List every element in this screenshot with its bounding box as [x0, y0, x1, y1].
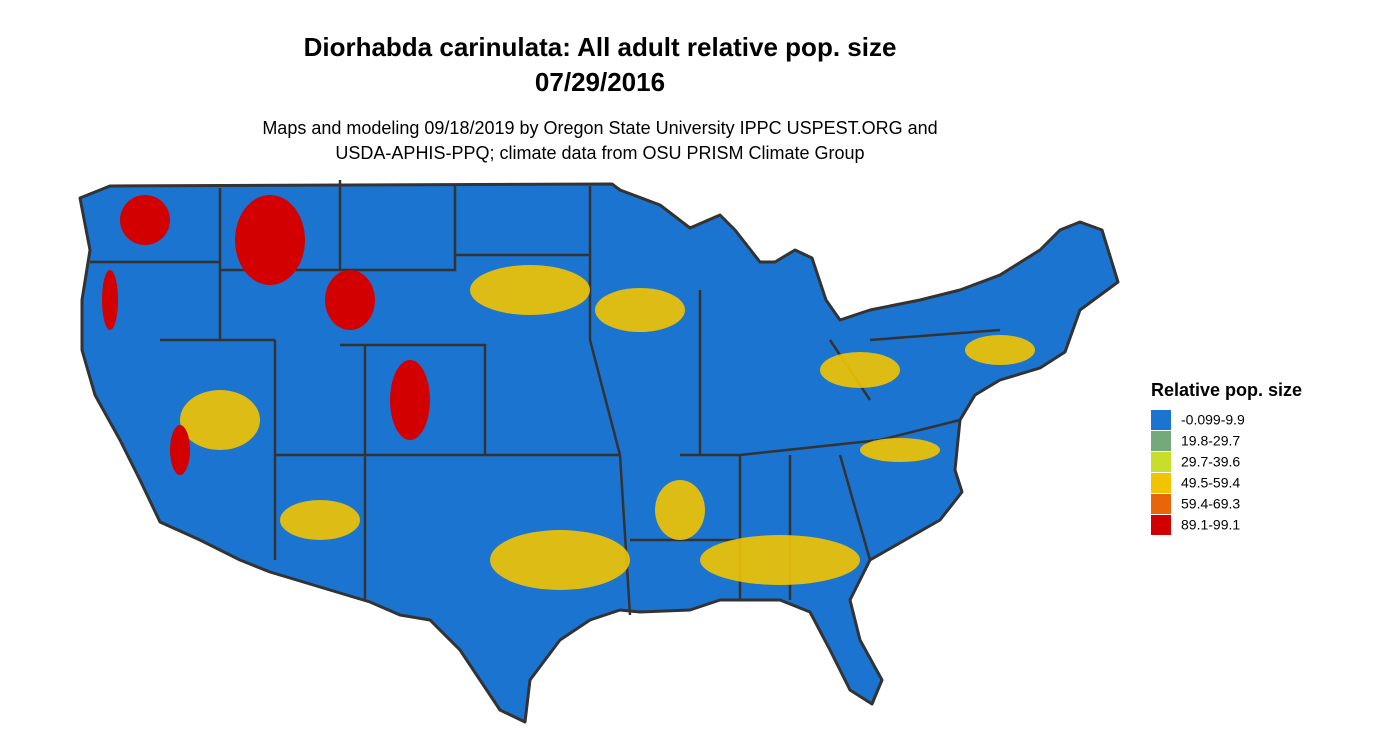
subtitle-line: USDA-APHIS-PPQ; climate data from OSU PR… — [335, 143, 864, 163]
legend: -0.099-9.9 19.8-29.7 29.7-39.6 49.5-59.4 59.… — [1151, 410, 1245, 535]
land — [78, 182, 1120, 724]
legend-swatch — [1151, 515, 1171, 535]
legend-swatch — [1151, 473, 1171, 493]
us-map — [78, 180, 1120, 724]
legend-swatch — [1151, 410, 1171, 430]
legend-swatch — [1151, 452, 1171, 472]
legend-label: 19.8-29.7 — [1181, 433, 1240, 449]
legend-label: -0.099-9.9 — [1181, 412, 1245, 428]
title-line: Diorhabda carinulata: All adult relative… — [304, 32, 897, 62]
legend-label: 59.4-69.3 — [1181, 496, 1240, 512]
legend-label: 89.1-99.1 — [1181, 517, 1240, 533]
subtitle-line: Maps and modeling 09/18/2019 by Oregon S… — [262, 118, 937, 138]
legend-label: 29.7-39.6 — [1181, 454, 1240, 470]
legend-title: Relative pop. size — [1151, 380, 1302, 400]
suitability-patches — [180, 265, 1035, 590]
high-patches — [102, 195, 430, 475]
legend-swatch — [1151, 431, 1171, 451]
legend-label: 49.5-59.4 — [1181, 475, 1240, 491]
title-line: 07/29/2016 — [535, 67, 665, 97]
legend-swatch — [1151, 494, 1171, 514]
